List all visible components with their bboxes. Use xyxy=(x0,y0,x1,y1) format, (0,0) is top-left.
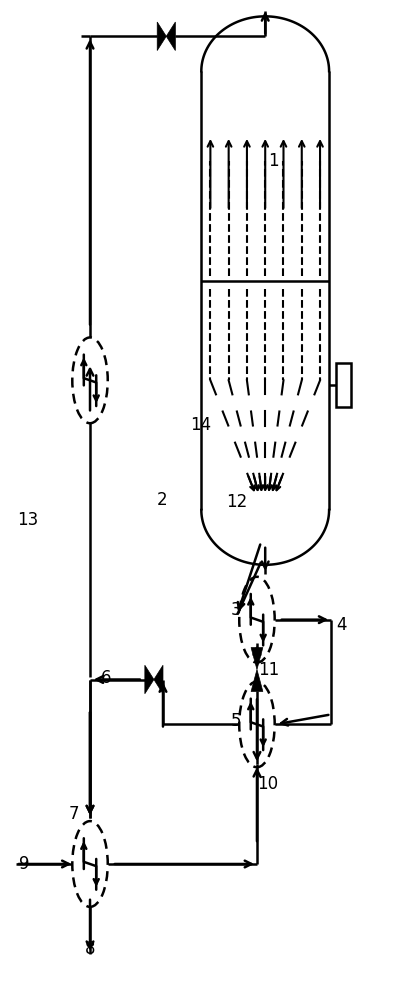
Polygon shape xyxy=(166,22,176,51)
Polygon shape xyxy=(157,22,166,51)
Text: 3: 3 xyxy=(231,601,242,619)
Text: 6: 6 xyxy=(101,669,112,687)
Text: 8: 8 xyxy=(85,940,95,958)
Text: 14: 14 xyxy=(190,416,211,434)
Text: 7: 7 xyxy=(68,805,79,823)
Text: 4: 4 xyxy=(336,616,347,634)
Text: 10: 10 xyxy=(257,775,278,793)
Text: 11: 11 xyxy=(258,661,279,679)
Text: 13: 13 xyxy=(17,511,39,529)
Text: 9: 9 xyxy=(19,855,29,873)
Text: 5: 5 xyxy=(231,712,242,730)
Polygon shape xyxy=(145,665,154,694)
Polygon shape xyxy=(154,665,163,694)
Bar xyxy=(336,363,352,407)
Polygon shape xyxy=(251,670,263,691)
Text: 1: 1 xyxy=(268,152,279,170)
Text: 2: 2 xyxy=(157,491,168,509)
Text: 12: 12 xyxy=(226,493,247,511)
Polygon shape xyxy=(251,648,263,670)
